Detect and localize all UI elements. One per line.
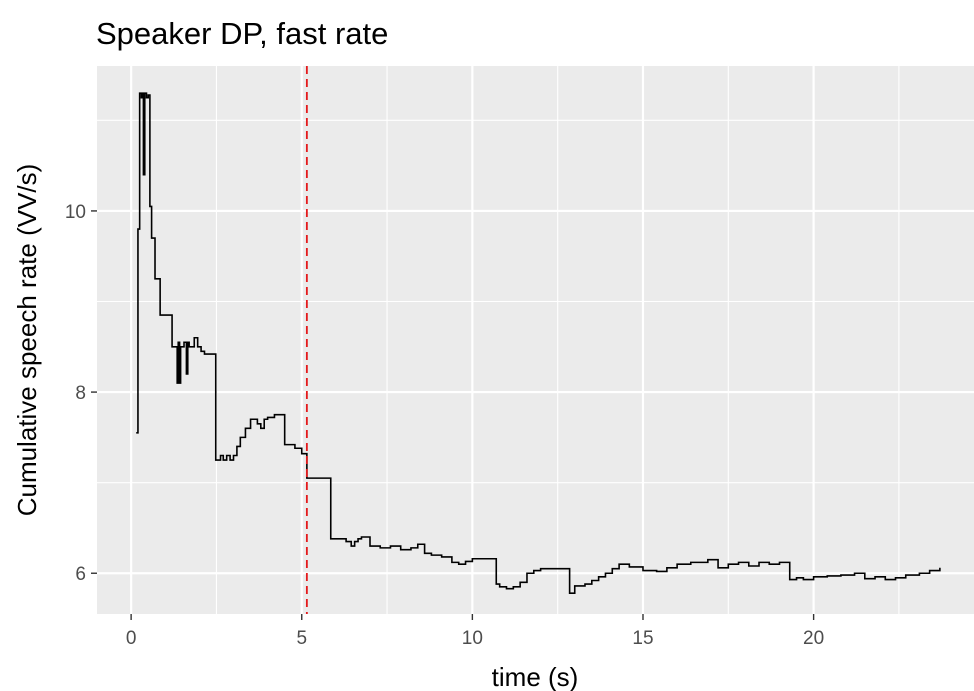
x-axis-title: time (s)	[492, 662, 579, 691]
y-axis-title: Cumulative speech rate (VV/s)	[12, 164, 42, 517]
chart-title: Speaker DP, fast rate	[96, 16, 388, 51]
y-tick-label: 8	[75, 383, 86, 404]
x-tick-label: 10	[462, 628, 483, 649]
series-layer	[136, 92, 941, 594]
x-tick-label: 0	[126, 628, 137, 649]
x-tick-label: 5	[296, 628, 307, 649]
y-tick-label: 10	[65, 202, 86, 223]
series-line-0	[136, 92, 941, 594]
plot-panel	[97, 66, 974, 614]
x-tick-label: 15	[632, 628, 653, 649]
x-axis: 0 5 10 15 20	[126, 614, 824, 649]
grid-minor	[97, 66, 974, 614]
grid-major	[97, 66, 974, 614]
y-axis: 6 8 10	[65, 202, 97, 585]
x-tick-label: 20	[803, 628, 824, 649]
y-tick-label: 6	[75, 564, 86, 585]
